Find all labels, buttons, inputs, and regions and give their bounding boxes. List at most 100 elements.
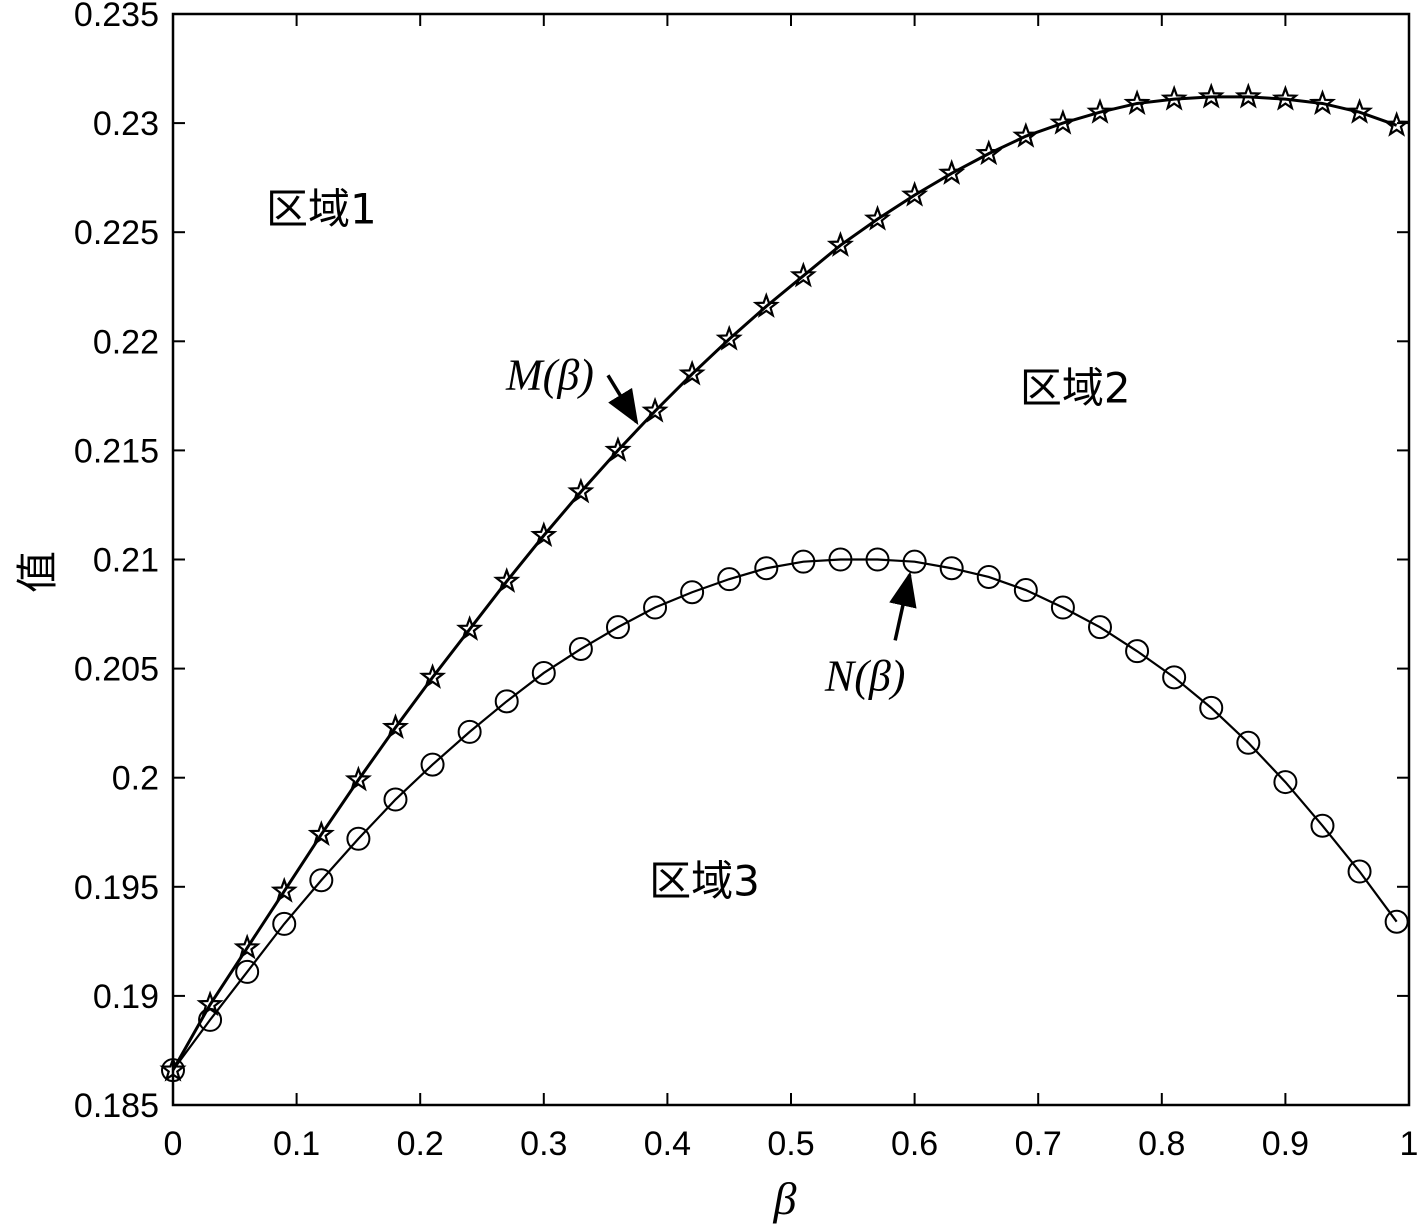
m-star-point [641, 396, 669, 423]
n-circle-point [1310, 813, 1335, 838]
m-star-point [678, 359, 706, 386]
x-tick-label: 0.8 [1138, 1125, 1185, 1163]
region-label-0: 区域1 [266, 184, 377, 233]
y-tick-label: 0.235 [74, 0, 159, 34]
n-circle-point [976, 564, 1001, 589]
plot-area [171, 12, 1411, 1107]
n-circle-point [680, 580, 705, 605]
x-tick-label: 0.2 [397, 1125, 444, 1163]
n-circle-point [272, 911, 297, 936]
n-circle-point [754, 556, 779, 581]
y-axis-ticks: 0.185 0.19 0.195 0.2 0.205 0.21 0.215 0.22 0.225… [74, 0, 1409, 1125]
m-star-point [1383, 111, 1411, 137]
m-star-point [567, 477, 595, 504]
y-tick-label: 0.185 [74, 1087, 159, 1125]
n-circle-point [420, 752, 445, 777]
n-circle-point [346, 826, 371, 851]
m-star-point [381, 713, 410, 740]
m-star-point [307, 820, 335, 846]
curve-label-4: N(β) [824, 651, 906, 700]
m-star-point [938, 159, 966, 185]
n-circle-point [457, 719, 482, 744]
y-tick-label: 0.2 [112, 760, 159, 798]
x-axis-label: β [773, 1173, 797, 1224]
n-circle-point [383, 787, 408, 812]
m-star-point [1234, 82, 1262, 109]
n-circle-point [1273, 770, 1298, 795]
n-circle-point [717, 567, 742, 592]
m-star-point [344, 765, 372, 792]
n-circle-point [161, 1058, 185, 1083]
curve-label-3: M(β) [505, 350, 594, 399]
n-circle-point [643, 595, 668, 620]
m-star-point [975, 139, 1003, 166]
m-star-point [270, 876, 298, 903]
y-tick-label: 0.22 [93, 323, 159, 361]
y-tick-label: 0.205 [74, 651, 159, 689]
y-tick-label: 0.225 [74, 214, 159, 252]
x-tick-label: 0.7 [1015, 1125, 1062, 1163]
x-tick-label: 1 [1400, 1125, 1417, 1163]
m-star-point [159, 1055, 187, 1082]
n-circle-point [828, 547, 853, 572]
m-star-point [1049, 108, 1077, 135]
m-star-point [1271, 84, 1299, 111]
region-label-2: 区域3 [649, 857, 760, 906]
n-circle-point [531, 660, 556, 685]
m-star-point [1308, 89, 1337, 115]
m-star-point [1197, 82, 1225, 109]
n-circle-point [605, 615, 630, 640]
n-circle-point [1050, 595, 1075, 620]
m-star-point [863, 204, 892, 231]
y-tick-label: 0.195 [74, 869, 159, 907]
m-star-point [530, 521, 558, 548]
n-circle-point [1236, 730, 1261, 755]
m-star-point [752, 292, 780, 318]
n-circle-point [1384, 909, 1409, 934]
m-star-point [1012, 121, 1040, 148]
m-star-point [604, 436, 632, 462]
x-tick-label: 0.4 [644, 1125, 691, 1163]
m-star-point [1346, 97, 1374, 124]
series-layer [159, 82, 1411, 1083]
m-star-point [901, 180, 929, 207]
annotation-arrow [606, 374, 639, 426]
y-tick-label: 0.23 [93, 105, 159, 143]
y-tick-label: 0.21 [93, 542, 159, 580]
m-star-point [789, 261, 817, 288]
region-label-1: 区域2 [1020, 363, 1131, 412]
x-tick-label: 0.1 [273, 1125, 320, 1163]
x-tick-label: 0.3 [520, 1125, 567, 1163]
n-circle-point [198, 1007, 223, 1032]
annotation-arrow [889, 571, 917, 641]
n-circle-point [865, 547, 890, 572]
x-tick-label: 0.5 [767, 1125, 814, 1163]
m-star-point [233, 933, 261, 960]
n-circle-point [1162, 665, 1187, 690]
x-axis-ticks: 0 0.1 0.2 0.3 0.4 0.5 0.6 0.7 0.8 0.9 1 [164, 14, 1417, 1163]
m-star-point [493, 567, 521, 593]
n-circle-point [1347, 859, 1372, 884]
n-circle-point [1088, 615, 1112, 640]
n-circle-point [1199, 695, 1224, 720]
n-circle-point [309, 868, 334, 893]
series-line-n [172, 558, 1398, 1071]
series-line-m [171, 95, 1398, 1071]
y-tick-label: 0.19 [93, 978, 159, 1016]
m-star-point [456, 615, 484, 641]
n-circle-point [939, 556, 964, 581]
m-star-point [826, 231, 854, 257]
n-circle-point [1125, 639, 1150, 664]
y-tick-label: 0.215 [74, 432, 159, 470]
n-circle-point [1013, 578, 1038, 603]
x-tick-label: 0.6 [891, 1125, 938, 1163]
m-star-point [715, 324, 743, 351]
n-circle-point [494, 689, 519, 714]
n-circle-point [568, 636, 593, 661]
n-circle-point [791, 549, 816, 574]
m-star-point [1123, 89, 1151, 115]
x-tick-label: 0 [164, 1125, 183, 1163]
annotation-layer: 区域1 区域2 区域3 M(β) N(β) [266, 184, 1131, 905]
y-axis-label: 值 [13, 551, 62, 593]
